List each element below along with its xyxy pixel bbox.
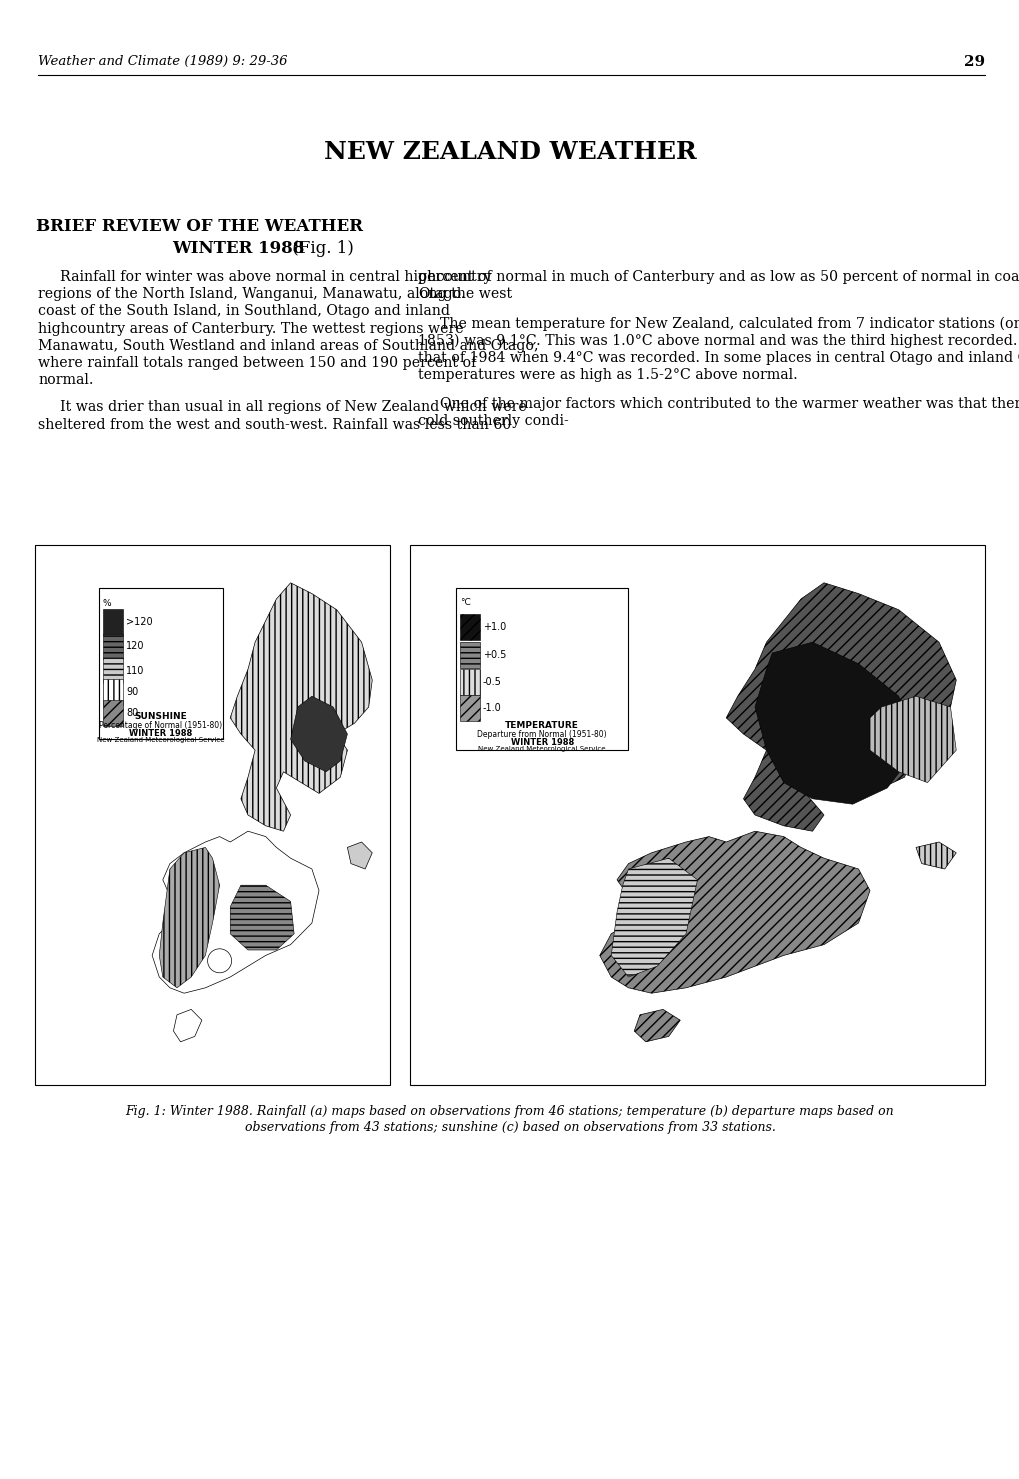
Text: cold southerly condi-: cold southerly condi- [418, 414, 569, 429]
Text: 90: 90 [125, 686, 138, 697]
Text: WINTER 1988: WINTER 1988 [172, 240, 304, 257]
Text: WINTER 1988: WINTER 1988 [129, 729, 193, 738]
Text: -1.0: -1.0 [483, 703, 501, 713]
Bar [103, 633, 122, 660]
Polygon shape [152, 831, 319, 994]
Text: NEW ZEALAND WEATHER: NEW ZEALAND WEATHER [323, 141, 696, 164]
Bar [460, 642, 480, 667]
Text: >120: >120 [125, 617, 153, 627]
Polygon shape [915, 842, 956, 870]
Text: New Zealand Meteorological Service: New Zealand Meteorological Service [97, 737, 224, 742]
Text: (Fig. 1): (Fig. 1) [286, 240, 354, 257]
Text: coast of the South Island, in Southland, Otago and inland: coast of the South Island, in Southland,… [38, 305, 449, 318]
Text: 80: 80 [125, 708, 138, 717]
Text: temperatures were as high as 1.5-2°C above normal.: temperatures were as high as 1.5-2°C abo… [418, 368, 797, 382]
Text: BRIEF REVIEW OF THE WEATHER: BRIEF REVIEW OF THE WEATHER [37, 217, 363, 235]
Text: Weather and Climate (1989) 9: 29-36: Weather and Climate (1989) 9: 29-36 [38, 55, 287, 68]
Text: normal.: normal. [38, 373, 94, 387]
Text: It was drier than usual in all regions of New Zealand which were: It was drier than usual in all regions o… [60, 401, 526, 414]
Bar [460, 614, 480, 640]
Text: °C: °C [460, 598, 471, 606]
Text: Manawatu, South Westland and inland areas of Southland and Otago,: Manawatu, South Westland and inland area… [38, 339, 538, 353]
Polygon shape [610, 858, 697, 978]
Text: 1853) was 9.1°C. This was 1.0°C above normal and was the third highest recorded.: 1853) was 9.1°C. This was 1.0°C above no… [418, 334, 1019, 348]
Polygon shape [599, 831, 869, 994]
Text: TEMPERATURE: TEMPERATURE [504, 722, 579, 731]
Polygon shape [230, 886, 293, 950]
Text: Rainfall for winter was above normal in central highcountry: Rainfall for winter was above normal in … [60, 271, 491, 284]
Bar [103, 700, 122, 726]
Text: New Zealand Meteorological Service: New Zealand Meteorological Service [478, 745, 605, 751]
Bar [103, 609, 122, 634]
Bar [460, 695, 480, 722]
Polygon shape [347, 842, 372, 870]
Bar [99, 589, 223, 740]
Text: -0.5: -0.5 [483, 677, 501, 688]
Polygon shape [726, 583, 956, 831]
Text: One of the major factors which contributed to the warmer weather was that there : One of the major factors which contribut… [439, 398, 1019, 411]
Text: 29: 29 [963, 55, 984, 70]
Text: %: % [103, 599, 111, 608]
Text: sheltered from the west and south-west. Rainfall was less than 60: sheltered from the west and south-west. … [38, 417, 511, 432]
Text: WINTER 1988: WINTER 1988 [511, 738, 574, 747]
Bar [35, 544, 389, 1086]
Circle shape [208, 950, 231, 973]
Text: +0.5: +0.5 [483, 649, 505, 660]
Text: 120: 120 [125, 642, 145, 651]
Polygon shape [869, 697, 956, 782]
Bar [455, 589, 628, 750]
Text: where rainfall totals ranged between 150 and 190 percent of: where rainfall totals ranged between 150… [38, 356, 476, 370]
Text: +1.0: +1.0 [483, 623, 505, 632]
Bar [460, 669, 480, 695]
Text: that of 1984 when 9.4°C was recorded. In some places in central Otago and inland: that of 1984 when 9.4°C was recorded. In… [418, 351, 1019, 365]
Polygon shape [290, 697, 347, 772]
Bar [103, 679, 122, 704]
Text: percent of normal in much of Canterbury and as low as 50 percent of normal in co: percent of normal in much of Canterbury … [418, 271, 1019, 284]
Text: Percentage of Normal (1951-80): Percentage of Normal (1951-80) [100, 722, 222, 731]
Text: regions of the North Island, Wanganui, Manawatu, along the west: regions of the North Island, Wanganui, M… [38, 287, 512, 302]
Text: 110: 110 [125, 666, 144, 676]
Text: Otago.: Otago. [418, 287, 465, 302]
Polygon shape [173, 1009, 202, 1041]
Text: Departure from Normal (1951-80): Departure from Normal (1951-80) [477, 731, 606, 740]
Bar [103, 658, 122, 683]
Text: highcountry areas of Canterbury. The wettest regions were: highcountry areas of Canterbury. The wet… [38, 321, 464, 336]
Polygon shape [634, 1009, 680, 1041]
Bar [410, 544, 984, 1086]
Polygon shape [159, 847, 219, 988]
Polygon shape [230, 583, 372, 831]
Text: observations from 43 stations; sunshine (c) based on observations from 33 statio: observations from 43 stations; sunshine … [245, 1121, 774, 1134]
Text: The mean temperature for New Zealand, calculated from 7 indicator stations (one : The mean temperature for New Zealand, ca… [439, 317, 1019, 331]
Text: Fig. 1: Winter 1988. Rainfall (a) maps based on observations from 46 stations; t: Fig. 1: Winter 1988. Rainfall (a) maps b… [125, 1105, 894, 1118]
Polygon shape [754, 642, 915, 805]
Text: SUNSHINE: SUNSHINE [135, 713, 187, 722]
